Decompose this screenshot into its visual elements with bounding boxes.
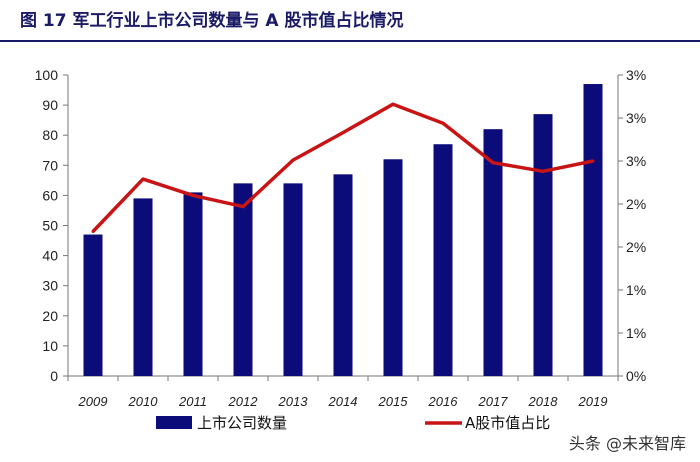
right-tick-label: 0%	[626, 368, 646, 384]
legend-label-line: A股市值占比	[465, 414, 550, 432]
bar	[283, 183, 303, 376]
line-point	[141, 177, 145, 181]
line-point	[91, 230, 95, 234]
bar	[233, 183, 253, 376]
left-tick-label: 100	[35, 67, 59, 83]
x-tick-label: 2019	[578, 394, 608, 409]
line-point	[441, 121, 445, 125]
x-tick-label: 2017	[478, 394, 509, 409]
x-tick-label: 2015	[378, 394, 409, 409]
left-tick-label: 10	[42, 338, 58, 354]
line-point	[591, 159, 595, 163]
line-point	[341, 131, 345, 135]
bar	[583, 84, 603, 376]
watermark: 头条 @未来智库	[568, 434, 686, 453]
line-point	[391, 102, 395, 106]
left-tick-label: 0	[50, 368, 58, 384]
left-tick-label: 20	[42, 308, 58, 324]
bar	[183, 192, 203, 376]
right-tick-label: 2%	[626, 239, 646, 255]
line-point	[191, 193, 195, 197]
right-tick-label: 1%	[626, 282, 646, 298]
line-point	[241, 205, 245, 209]
legend-swatch-bars	[156, 416, 192, 429]
left-tick-label: 40	[42, 248, 58, 264]
x-tick-label: 2014	[328, 394, 358, 409]
bar	[483, 129, 503, 376]
right-tick-label: 1%	[626, 325, 646, 341]
left-tick-label: 80	[42, 127, 58, 143]
x-tick-label: 2010	[128, 394, 159, 409]
line-point	[491, 161, 495, 165]
title-divider	[0, 40, 700, 42]
x-tick-label: 2016	[428, 394, 459, 409]
left-tick-label: 60	[42, 187, 58, 203]
x-tick-label: 2013	[278, 394, 309, 409]
right-tick-label: 3%	[626, 67, 646, 83]
chart-title: 图 17 军工行业上市公司数量与 A 股市值占比情况	[20, 11, 404, 31]
right-tick-label: 2%	[626, 196, 646, 212]
x-tick-label: 2018	[528, 394, 559, 409]
left-tick-label: 30	[42, 278, 58, 294]
x-tick-label: 2012	[228, 394, 259, 409]
x-tick-label: 2011	[178, 394, 207, 409]
bar	[383, 159, 403, 376]
bar	[433, 144, 453, 376]
right-tick-label: 3%	[626, 153, 646, 169]
bar	[133, 198, 153, 376]
left-tick-label: 50	[42, 218, 58, 234]
left-tick-label: 70	[42, 157, 58, 173]
line-point	[541, 169, 545, 173]
bar	[333, 174, 353, 376]
left-tick-label: 90	[42, 97, 58, 113]
bar	[83, 234, 103, 376]
right-tick-label: 3%	[626, 110, 646, 126]
line-point	[291, 158, 295, 162]
bar	[533, 114, 553, 376]
legend-label-bars: 上市公司数量	[197, 414, 287, 432]
x-tick-label: 2009	[78, 394, 108, 409]
